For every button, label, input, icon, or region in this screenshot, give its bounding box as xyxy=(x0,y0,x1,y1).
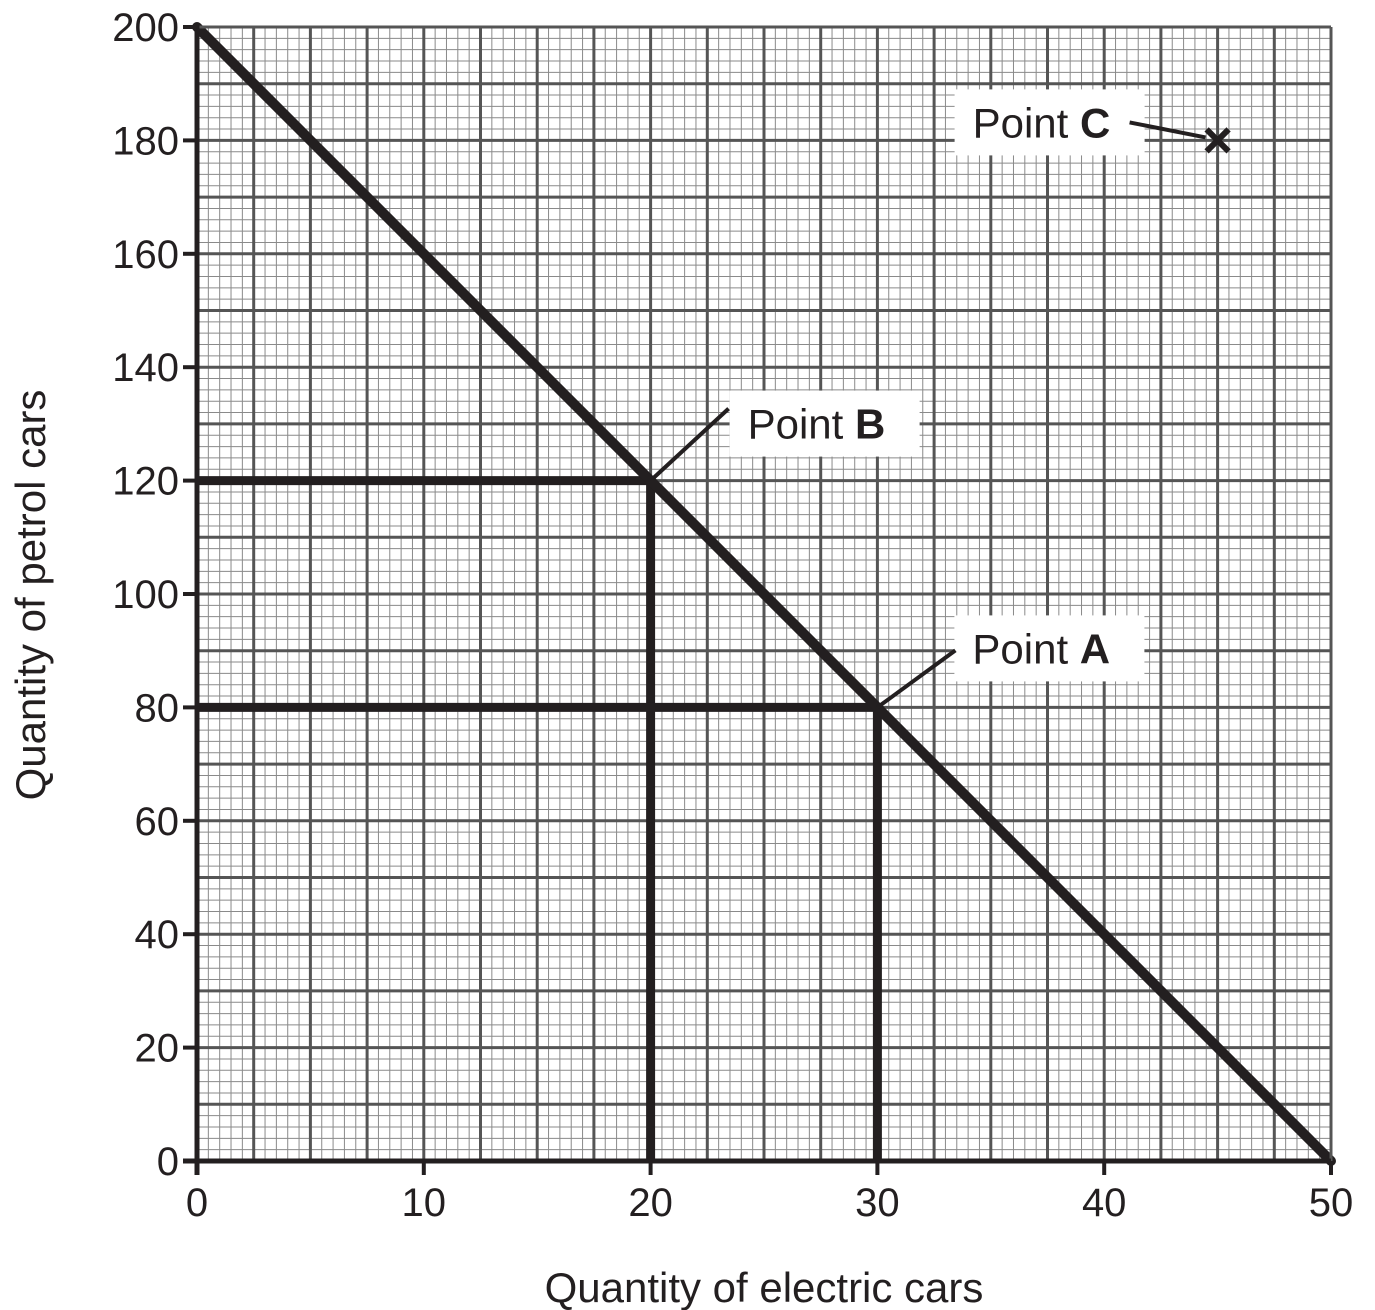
x-tick-label: 40 xyxy=(1082,1181,1127,1225)
axes xyxy=(183,23,1333,1175)
y-axis-title: Quantity of petrol cars xyxy=(7,390,54,801)
tick-labels: 0 10 20 30 40 50 0 20 40 60 80 100 120 140 160 180 200 xyxy=(112,6,1353,1225)
y-tick-label: 60 xyxy=(135,800,180,844)
x-tick-label: 0 xyxy=(186,1181,208,1225)
callout-label-box xyxy=(954,615,1145,682)
x-tick-label: 30 xyxy=(855,1181,900,1225)
y-tick-label: 180 xyxy=(112,119,179,163)
y-tick-label: 80 xyxy=(135,686,180,730)
point-b-callout: Point B xyxy=(649,390,920,483)
x-tick-label: 50 xyxy=(1309,1181,1354,1225)
callout-leader-line xyxy=(1129,120,1206,140)
point-a-callout: Point A xyxy=(876,615,1145,710)
point-a-label: Point A xyxy=(972,625,1110,672)
point-b-label: Point B xyxy=(748,401,886,448)
point-callouts: Point A Point B Point C xyxy=(649,89,1231,710)
x-tick-label: 20 xyxy=(628,1181,673,1225)
point-c-cross-marker xyxy=(1204,127,1231,154)
callout-leader-line xyxy=(649,407,730,483)
callout-label-box xyxy=(729,390,920,457)
y-tick-label: 160 xyxy=(112,233,179,277)
ppf-line xyxy=(192,22,1336,1166)
y-tick-label: 20 xyxy=(135,1027,180,1071)
guide-lines xyxy=(197,476,882,1161)
y-tick-label: 140 xyxy=(112,346,179,390)
callout-leader-line xyxy=(876,648,957,710)
callout-label-box xyxy=(954,89,1145,156)
x-axis-title: Quantity of electric cars xyxy=(545,1264,984,1310)
x-tick-label: 10 xyxy=(402,1181,447,1225)
y-tick-label: 200 xyxy=(112,6,179,50)
point-c-callout: Point C xyxy=(954,89,1231,156)
y-tick-label: 0 xyxy=(157,1140,179,1184)
y-tick-label: 120 xyxy=(112,460,179,504)
y-tick-label: 40 xyxy=(135,913,180,957)
y-tick-label: 100 xyxy=(112,573,179,617)
series-lines xyxy=(192,22,1336,1166)
point-c-label: Point C xyxy=(973,99,1111,146)
